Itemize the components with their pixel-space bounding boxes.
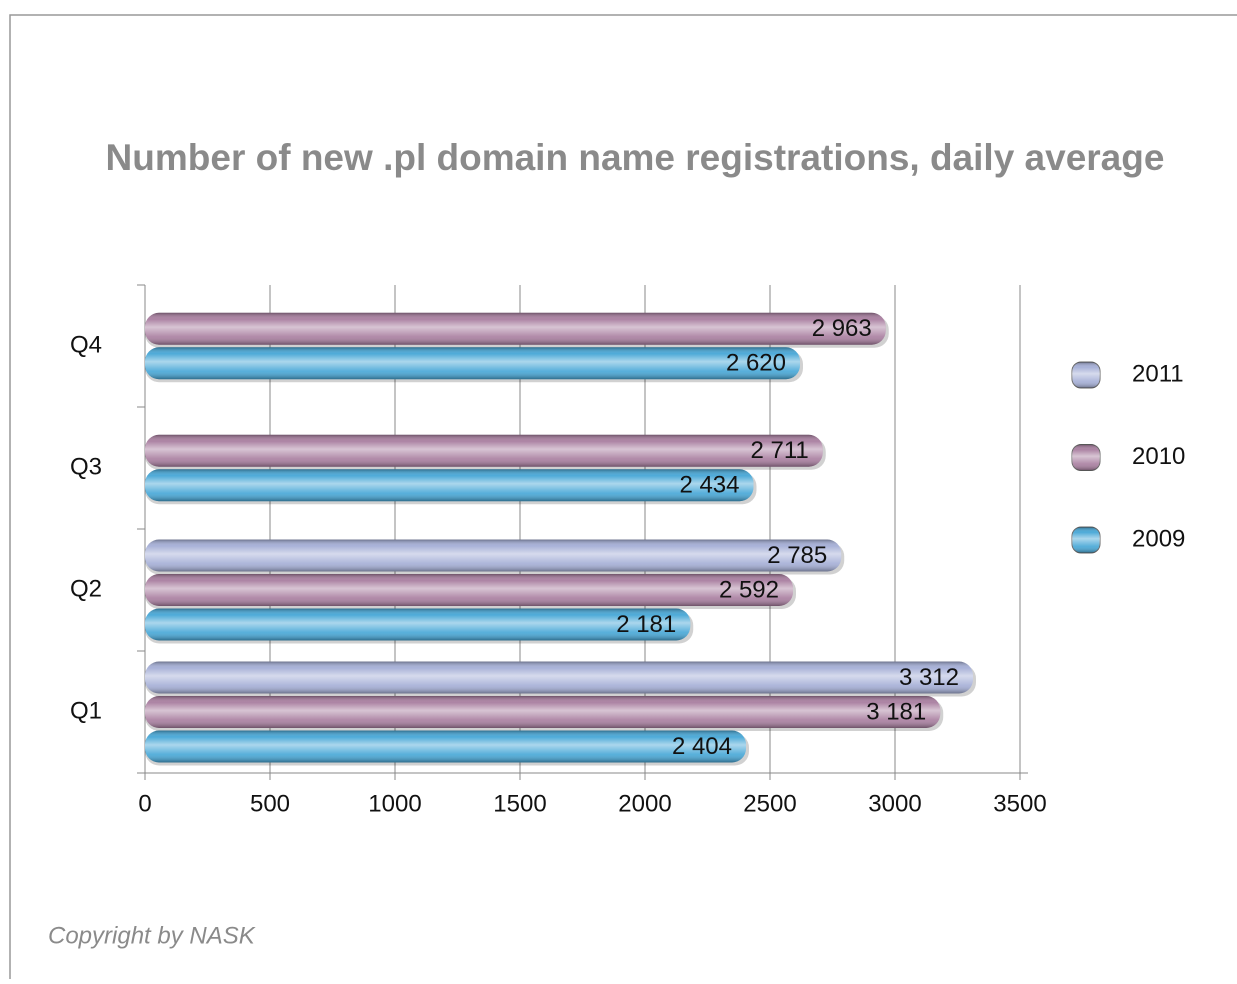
y-tick-label: Q4 — [70, 331, 102, 358]
value-label: 2 711 — [750, 437, 808, 464]
bar-group: 2 592 — [145, 574, 796, 609]
bar-group: 2 434 — [145, 469, 757, 505]
bar-group: 2 711 — [145, 434, 826, 470]
value-label: 2 592 — [719, 576, 779, 603]
x-tick-label: 1000 — [368, 790, 421, 817]
value-label: 3 312 — [899, 664, 959, 691]
legend-gloss — [1072, 444, 1100, 471]
bar-group: 2 181 — [145, 608, 694, 644]
legend-gloss — [1072, 527, 1100, 553]
bar-group: 2 963 — [145, 312, 889, 348]
bar-gloss — [145, 469, 754, 502]
bar-group: 3 312 — [145, 661, 976, 697]
legend-label: 2011 — [1132, 360, 1184, 387]
x-tick-label: 3000 — [868, 790, 921, 817]
value-label: 2 181 — [616, 611, 676, 638]
value-label: 2 404 — [672, 733, 732, 760]
value-label: 2 434 — [679, 472, 739, 499]
x-tick-label: 0 — [138, 790, 151, 817]
bar-gloss — [145, 608, 691, 641]
bar-group: 2 404 — [145, 730, 749, 766]
value-label: 2 785 — [767, 542, 827, 569]
bar-gloss — [145, 730, 746, 763]
bar-gloss — [145, 661, 973, 694]
bar-gloss — [145, 574, 793, 606]
bar-group: 3 181 — [145, 696, 944, 731]
x-tick-label: 3500 — [993, 790, 1046, 817]
x-tick-label: 500 — [250, 790, 290, 817]
bar-gloss — [145, 434, 823, 467]
bar-group: 2 785 — [145, 539, 845, 575]
legend-gloss — [1072, 362, 1100, 388]
value-label: 2 620 — [726, 350, 786, 377]
bar-group: 2 620 — [145, 347, 803, 383]
footer: Copyright by NASK — [48, 922, 256, 949]
legend-label: 2010 — [1132, 443, 1185, 470]
y-tick-label: Q3 — [70, 453, 102, 480]
bar-gloss — [145, 696, 941, 728]
x-tick-label: 1500 — [493, 790, 546, 817]
x-tick-label: 2000 — [618, 790, 671, 817]
bar-gloss — [145, 312, 886, 345]
frame — [9, 14, 1237, 979]
x-tick-label: 2500 — [743, 790, 796, 817]
y-tick-label: Q2 — [70, 575, 102, 602]
bar-gloss — [145, 539, 842, 572]
chart-title: Number of new .pl domain name registrati… — [106, 137, 1165, 178]
value-label: 2 963 — [812, 315, 872, 342]
value-label: 3 181 — [866, 698, 926, 725]
legend-label: 2009 — [1132, 525, 1185, 552]
y-tick-label: Q1 — [70, 697, 102, 724]
bar-gloss — [145, 347, 800, 380]
